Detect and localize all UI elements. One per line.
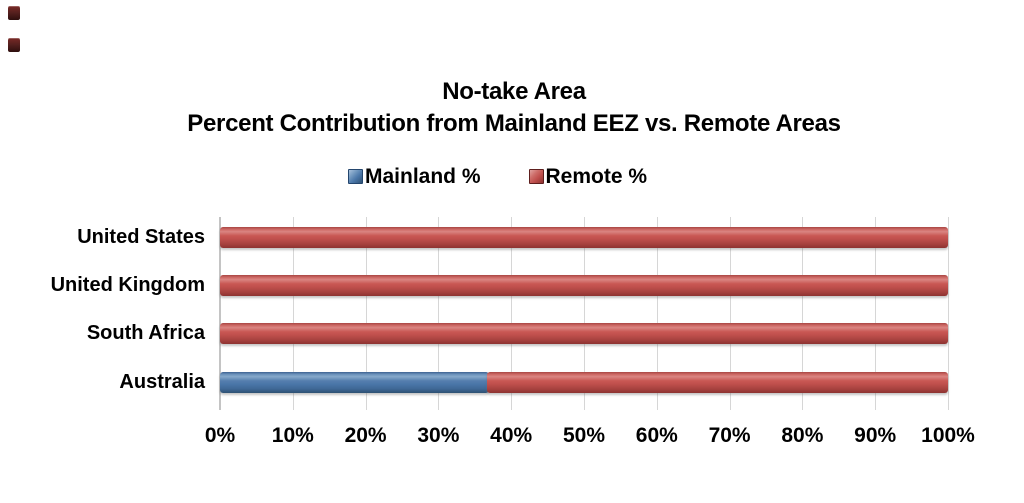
bar-segment-remote (220, 323, 948, 345)
gridline (438, 217, 440, 410)
x-tick-label: 40% (490, 424, 533, 447)
x-tick-label: 30% (417, 424, 460, 447)
legend-item-remote: Remote % (528, 165, 648, 189)
legend-item-mainland: Mainland % (348, 165, 481, 189)
category-label: Australia (119, 370, 205, 393)
gridline (584, 217, 585, 410)
x-tick-label: 20% (344, 424, 387, 447)
gridline (292, 217, 294, 410)
gridline (948, 217, 949, 410)
x-tick-label: 90% (854, 424, 897, 447)
legend: Mainland % Remote % (348, 165, 647, 189)
x-tick-label: 50% (562, 424, 606, 447)
corner-artifact-icon (8, 38, 20, 52)
chart-title-line-2: Percent Contribution from Mainland EEZ v… (187, 110, 841, 137)
legend-swatch-icon (528, 168, 544, 184)
legend-label: Mainland % (365, 165, 481, 188)
gridline (802, 217, 804, 410)
plot-area (219, 217, 949, 410)
corner-artifact-icon (8, 6, 20, 20)
bar-row (220, 274, 948, 296)
category-label: South Africa (86, 322, 205, 345)
category-label: United States (77, 225, 205, 248)
x-tick-label: 70% (708, 424, 751, 447)
chart-title-line-1: No-take Area (442, 78, 586, 105)
gridline (729, 217, 731, 410)
x-tick-label: 80% (781, 424, 824, 447)
x-tick-label: 10% (271, 424, 314, 447)
bar-segment-remote (487, 371, 948, 393)
gridline (365, 217, 367, 410)
x-tick-label: 60% (635, 424, 678, 447)
x-tick-label: 0% (204, 424, 236, 447)
legend-label: Remote % (545, 165, 648, 188)
bar-segment-remote (220, 274, 948, 296)
gridline (219, 217, 221, 410)
chart-title: No-take Area Percent Contribution from M… (4, 76, 1024, 140)
bar-segment-remote (220, 226, 948, 248)
gridline (656, 217, 658, 410)
legend-swatch-icon (348, 168, 363, 184)
bar-row (220, 323, 948, 345)
gridline (511, 217, 513, 410)
gridline (875, 217, 877, 410)
x-tick-label: 100% (921, 424, 975, 447)
bar-segment-mainland (220, 371, 490, 393)
bar-row (220, 226, 948, 248)
category-label: United Kingdom (50, 273, 205, 296)
bar-row (220, 371, 948, 393)
